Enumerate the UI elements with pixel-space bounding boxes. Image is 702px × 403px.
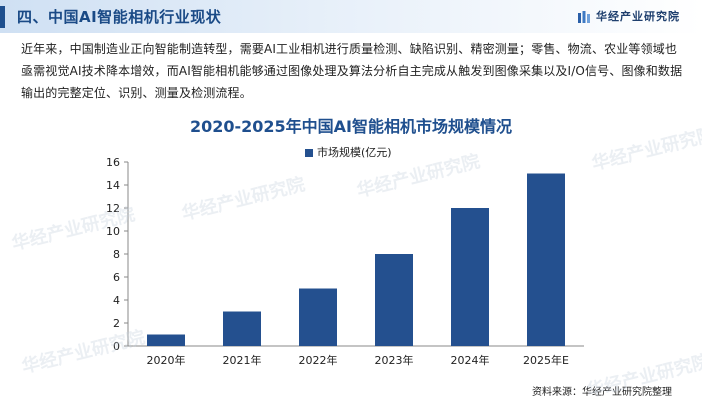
y-tick-label: 12 [106,202,120,215]
brand: 华经产业研究院 [577,8,680,26]
y-tick-label: 14 [106,179,120,192]
bar [223,311,261,346]
chart-title: 2020-2025年中国AI智能相机市场规模情况 [189,117,513,136]
x-tick-label: 2022年 [299,353,338,367]
y-tick-label: 16 [106,156,120,169]
intro-paragraph: 近年来，中国制造业正向智能制造转型，需要AI工业相机进行质量检测、缺陷识别、精密… [21,42,683,100]
y-tick-label: 4 [113,294,120,307]
legend-swatch [305,149,313,157]
bar [375,254,413,346]
legend-label: 市场规模(亿元) [317,146,392,159]
y-tick-label: 0 [113,340,120,353]
page-title: 四、中国AI智能相机行业现状 [17,8,222,26]
bar [527,173,565,346]
y-tick-label: 6 [113,271,120,284]
y-tick-label: 10 [106,225,120,238]
x-tick-label: 2025年E [523,353,569,367]
bar [147,334,185,346]
x-tick-label: 2024年 [451,353,490,367]
chart-legend: 市场规模(亿元) [305,145,392,161]
y-tick-label: 8 [113,248,120,261]
brand-logo-icon [578,11,590,23]
y-tick-label: 2 [113,317,120,330]
x-tick-label: 2021年 [223,353,262,367]
bar [299,288,337,346]
bar [451,208,489,346]
bar-chart: 0 2 4 6 8 10 12 14 16 2020年 2021年 2022年 2023年 2024年 20… [106,156,584,367]
header-accent [0,6,5,28]
x-tick-label: 2023年 [375,353,414,367]
source-note: 资料来源：华经产业研究院整理 [532,387,672,398]
x-tick-label: 2020年 [147,353,186,367]
brand-name: 华经产业研究院 [596,10,680,23]
